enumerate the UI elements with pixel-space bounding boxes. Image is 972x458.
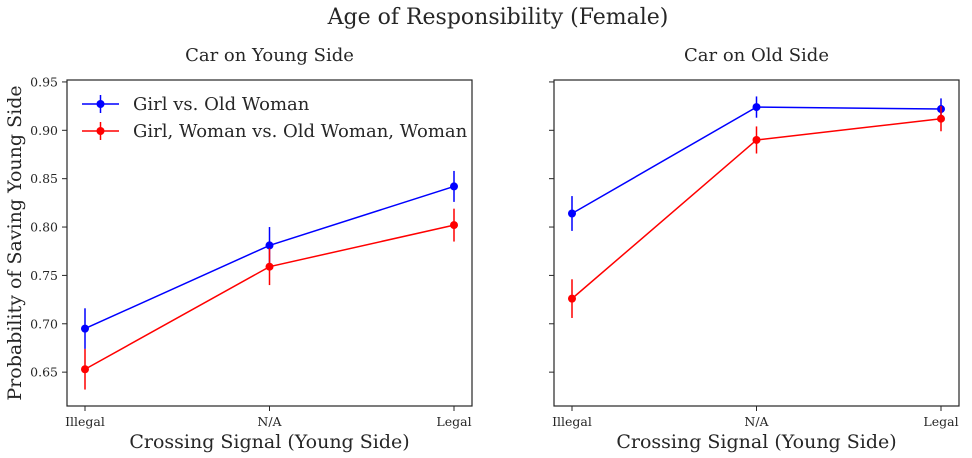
legend: Girl vs. Old Woman Girl, Woman vs. Old Wo…	[82, 94, 468, 142]
y-tick-label: 0.75	[30, 268, 58, 283]
y-tick-label: 0.80	[30, 220, 58, 235]
series-1	[81, 170, 458, 349]
y-tick-label: 0.95	[30, 74, 58, 89]
data-point	[937, 114, 945, 123]
chart-panel-1: Car on Young Side Crossing Signal (Young …	[4, 45, 473, 453]
data-point	[450, 182, 458, 191]
data-point	[450, 221, 458, 230]
chart-panel-2: Car on Old Side Crossing Signal (Young Si…	[549, 45, 960, 453]
legend-label: Girl, Woman vs. Old Woman, Woman	[133, 121, 468, 142]
y-tick-label: 0.70	[30, 316, 58, 331]
x-axis-label: Crossing Signal (Young Side)	[129, 431, 409, 453]
legend-label: Girl vs. Old Woman	[133, 94, 310, 115]
subplot-title: Car on Young Side	[185, 45, 354, 66]
data-point	[81, 365, 89, 374]
data-point	[752, 103, 761, 112]
chart-panels: Car on Young Side Crossing Signal (Young …	[4, 45, 960, 453]
x-tick-label: N/A	[744, 414, 769, 429]
y-tick-label: 0.90	[30, 123, 58, 138]
x-tick-label: Illegal	[552, 414, 592, 429]
x-tick-label: Legal	[436, 414, 471, 429]
y-tick-label: 0.85	[30, 171, 58, 186]
series-2	[568, 106, 945, 318]
x-axis-label: Crossing Signal (Young Side)	[616, 431, 896, 453]
data-point	[752, 135, 761, 144]
x-tick-label: N/A	[257, 414, 282, 429]
data-point	[81, 324, 89, 333]
data-point	[568, 294, 576, 303]
data-point	[265, 262, 274, 271]
y-tick-label: 0.65	[30, 365, 58, 380]
legend-marker	[96, 127, 105, 135]
x-tick-label: Legal	[923, 414, 958, 429]
legend-marker	[96, 100, 105, 108]
series-1	[568, 96, 945, 231]
data-point	[568, 209, 576, 218]
subplot-title: Car on Old Side	[684, 45, 829, 66]
data-point	[265, 241, 274, 250]
x-tick-label: Illegal	[65, 414, 105, 429]
series-2	[81, 208, 458, 390]
y-axis-label: Probability of Saving Young Side	[4, 85, 26, 400]
series-line	[571, 106, 942, 215]
figure-title: Age of Responsibility (Female)	[327, 5, 669, 30]
